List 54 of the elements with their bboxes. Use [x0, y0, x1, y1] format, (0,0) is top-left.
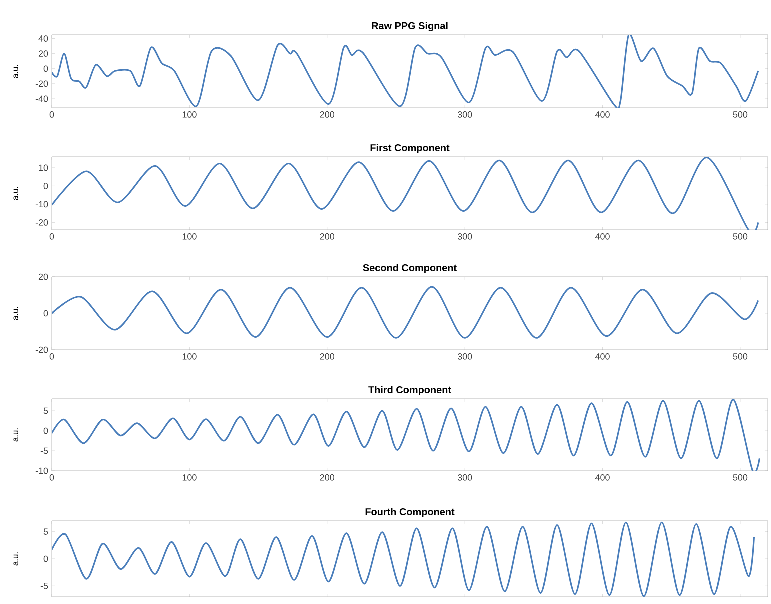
x-tick-label: 500: [733, 354, 748, 360]
chart-title: Raw PPG Signal: [372, 22, 448, 32]
y-tick-label: -5: [40, 448, 48, 454]
y-tick-label: 0: [44, 183, 48, 190]
x-tick-label: 400: [595, 234, 610, 240]
chart-title: Second Component: [363, 264, 457, 274]
y-axis-title: a.u.: [14, 65, 18, 78]
line-series: [52, 286, 760, 340]
x-tick-label: 500: [733, 234, 748, 240]
y-tick-label: 0: [44, 428, 48, 434]
x-tick-label: 100: [182, 354, 197, 360]
y-axis-title: a.u.: [14, 552, 18, 566]
y-tick-label: 20: [38, 274, 48, 280]
x-tick-label: 300: [458, 112, 472, 118]
x-tick-label: 300: [458, 474, 472, 481]
y-tick-label: -40: [36, 96, 48, 102]
x-tick-label: 100: [182, 474, 197, 481]
chart-title: First Component: [370, 144, 450, 154]
x-tick-label: 0: [50, 354, 54, 360]
x-tick-label: 400: [595, 112, 610, 118]
y-tick-label: -20: [36, 346, 48, 354]
y-axis-title: a.u.: [14, 428, 18, 442]
y-tick-label: -10: [36, 468, 48, 474]
y-tick-label: -20: [36, 220, 48, 226]
y-tick-label: -10: [36, 201, 48, 208]
x-tick-label: 200: [320, 354, 335, 360]
x-tick-label: 0: [50, 112, 54, 118]
x-tick-label: 200: [320, 112, 335, 118]
x-tick-label: 0: [50, 234, 54, 240]
y-tick-label: 40: [38, 36, 48, 42]
y-tick-label: 0: [44, 310, 48, 317]
x-tick-label: 200: [320, 234, 335, 240]
x-tick-label: 0: [50, 474, 54, 481]
x-tick-label: 500: [733, 112, 748, 118]
y-tick-label: 10: [39, 164, 48, 172]
y-tick-label: -20: [36, 80, 48, 88]
x-tick-label: 300: [458, 354, 472, 360]
chart-title: Third Component: [368, 386, 452, 396]
y-tick-label: 0: [44, 556, 48, 562]
y-tick-label: -5: [40, 583, 48, 590]
x-tick-label: 400: [595, 354, 610, 360]
y-axis-title: a.u.: [14, 187, 18, 200]
chart-title: Fourth Component: [366, 508, 455, 518]
y-tick-label: 0: [44, 66, 48, 72]
x-tick-label: 100: [182, 234, 197, 240]
x-tick-label: 400: [595, 474, 610, 481]
y-tick-label: 5: [44, 408, 48, 414]
x-tick-label: 200: [320, 474, 335, 481]
x-tick-label: 500: [733, 474, 748, 481]
y-axis-title: a.u.: [14, 307, 18, 320]
y-tick-label: 5: [44, 528, 48, 536]
y-tick-label: 20: [38, 50, 48, 58]
x-tick-label: 300: [458, 234, 472, 240]
x-tick-label: 100: [182, 112, 197, 118]
